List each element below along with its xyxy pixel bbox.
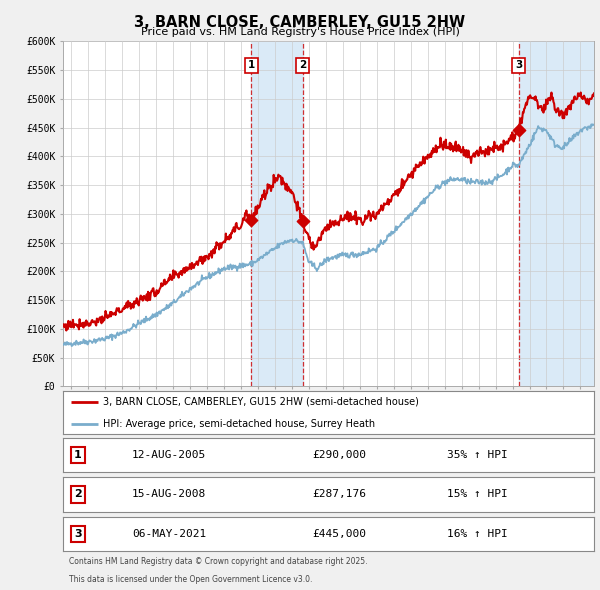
Text: £445,000: £445,000 xyxy=(312,529,366,539)
Point xyxy=(514,126,523,135)
Text: HPI: Average price, semi-detached house, Surrey Heath: HPI: Average price, semi-detached house,… xyxy=(103,419,375,430)
Text: £290,000: £290,000 xyxy=(312,450,366,460)
Bar xyxy=(251,41,302,386)
Text: Price paid vs. HM Land Registry's House Price Index (HPI): Price paid vs. HM Land Registry's House … xyxy=(140,27,460,37)
Point xyxy=(247,215,256,224)
Bar xyxy=(518,41,594,386)
Text: 3: 3 xyxy=(74,529,82,539)
Point xyxy=(298,217,307,226)
Text: 3, BARN CLOSE, CAMBERLEY, GU15 2HW (semi-detached house): 3, BARN CLOSE, CAMBERLEY, GU15 2HW (semi… xyxy=(103,397,419,407)
Text: 15-AUG-2008: 15-AUG-2008 xyxy=(132,490,206,499)
Text: 15% ↑ HPI: 15% ↑ HPI xyxy=(447,490,508,499)
Text: 3, BARN CLOSE, CAMBERLEY, GU15 2HW: 3, BARN CLOSE, CAMBERLEY, GU15 2HW xyxy=(134,15,466,30)
Text: 35% ↑ HPI: 35% ↑ HPI xyxy=(447,450,508,460)
Text: Contains HM Land Registry data © Crown copyright and database right 2025.: Contains HM Land Registry data © Crown c… xyxy=(69,558,367,566)
Text: 2: 2 xyxy=(74,490,82,499)
Text: 12-AUG-2005: 12-AUG-2005 xyxy=(132,450,206,460)
Text: 1: 1 xyxy=(248,60,255,70)
Text: 2: 2 xyxy=(299,60,306,70)
Text: 1: 1 xyxy=(74,450,82,460)
Text: 16% ↑ HPI: 16% ↑ HPI xyxy=(447,529,508,539)
Text: 06-MAY-2021: 06-MAY-2021 xyxy=(132,529,206,539)
Text: This data is licensed under the Open Government Licence v3.0.: This data is licensed under the Open Gov… xyxy=(69,575,313,584)
Text: 3: 3 xyxy=(515,60,522,70)
Text: £287,176: £287,176 xyxy=(312,490,366,499)
